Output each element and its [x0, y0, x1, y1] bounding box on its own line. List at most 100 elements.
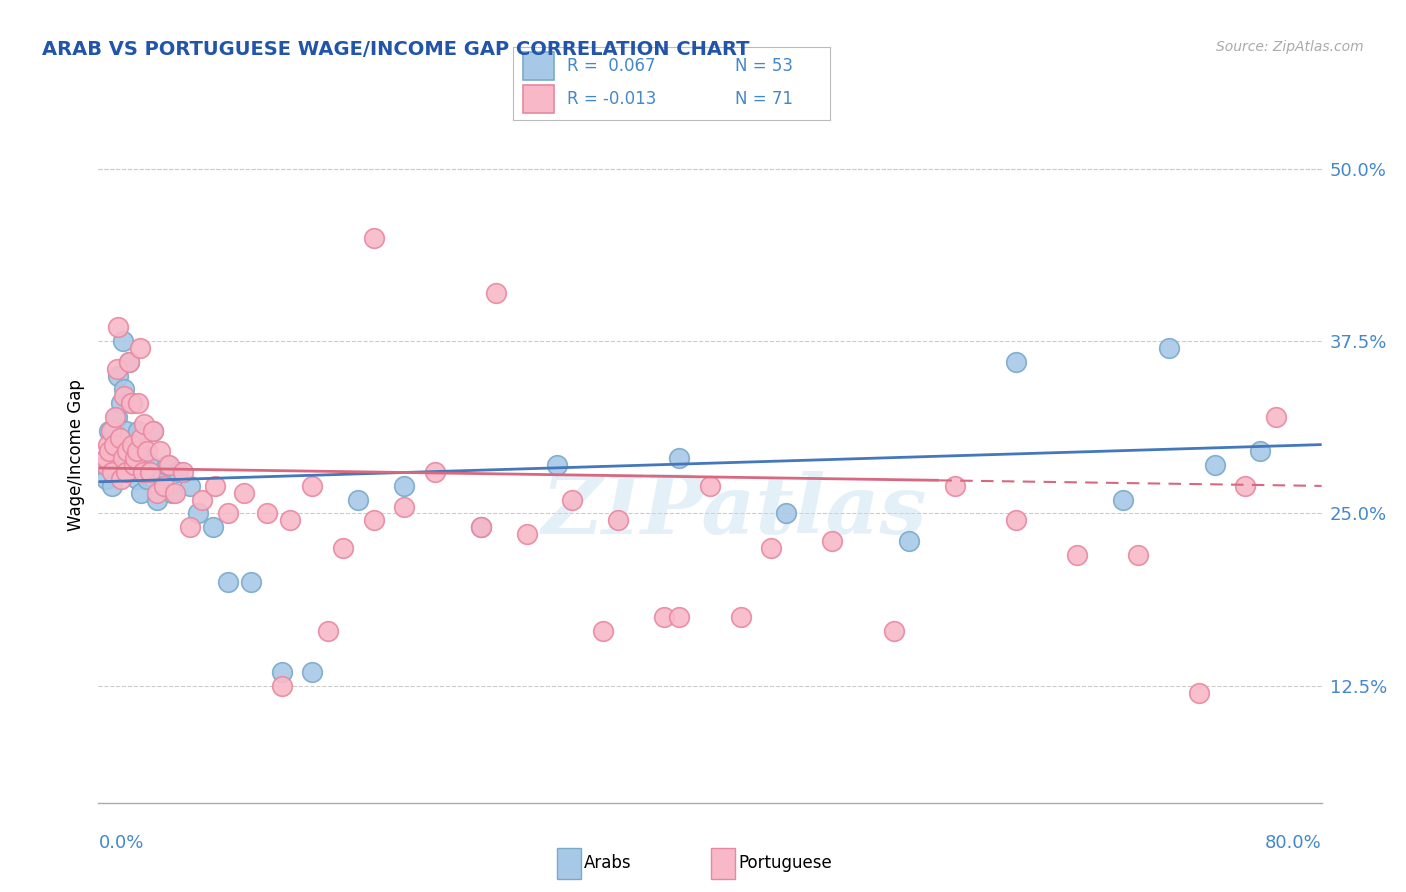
Point: [134, 451, 156, 466]
Point: [117, 444, 139, 458]
Point: [897, 534, 920, 549]
Text: ARAB VS PORTUGUESE WAGE/INCOME GAP CORRELATION CHART: ARAB VS PORTUGUESE WAGE/INCOME GAP CORRE…: [42, 40, 749, 59]
Point: [132, 465, 155, 479]
Point: [120, 444, 142, 458]
Point: [191, 492, 214, 507]
Point: [1188, 685, 1211, 699]
Point: [160, 485, 183, 500]
Point: [100, 424, 122, 438]
Point: [592, 624, 614, 638]
Point: [105, 410, 128, 425]
Text: Arabs: Arabs: [583, 855, 631, 872]
Point: [270, 665, 292, 679]
Point: [127, 396, 149, 410]
Point: [110, 444, 132, 458]
Point: [118, 355, 141, 369]
Text: ZIPatlas: ZIPatlas: [541, 471, 927, 550]
Point: [108, 465, 131, 479]
Point: [775, 507, 797, 521]
Point: [122, 458, 145, 473]
Point: [172, 465, 194, 479]
Point: [301, 479, 323, 493]
Point: [152, 472, 174, 486]
Point: [98, 424, 121, 438]
Point: [392, 500, 416, 514]
Point: [1066, 548, 1088, 562]
Point: [607, 513, 630, 527]
Point: [204, 479, 226, 493]
Point: [127, 424, 149, 438]
Point: [129, 431, 152, 445]
Point: [94, 458, 117, 473]
Point: [107, 320, 129, 334]
Point: [1234, 479, 1257, 493]
Point: [120, 396, 142, 410]
Text: Source: ZipAtlas.com: Source: ZipAtlas.com: [1216, 40, 1364, 54]
Point: [108, 431, 131, 445]
Point: [347, 492, 370, 507]
Point: [112, 383, 135, 397]
Point: [240, 575, 263, 590]
Point: [699, 479, 721, 493]
Text: R =  0.067: R = 0.067: [567, 57, 655, 75]
Point: [142, 424, 165, 438]
Point: [652, 609, 675, 624]
Point: [103, 437, 125, 451]
Point: [301, 665, 323, 679]
Point: [470, 520, 492, 534]
Point: [111, 334, 134, 349]
Point: [112, 389, 135, 403]
Point: [516, 527, 538, 541]
Point: [821, 534, 844, 549]
Point: [136, 444, 159, 458]
Point: [111, 451, 134, 466]
Point: [156, 458, 179, 473]
Point: [256, 507, 278, 521]
Point: [232, 485, 254, 500]
Point: [202, 520, 225, 534]
Point: [759, 541, 782, 555]
Point: [179, 479, 201, 493]
Point: [187, 507, 209, 521]
Point: [149, 444, 172, 458]
Point: [157, 458, 180, 473]
Point: [100, 444, 122, 458]
Point: [217, 575, 239, 590]
Point: [1004, 355, 1026, 369]
Text: 0.0%: 0.0%: [98, 834, 143, 852]
Point: [94, 458, 117, 473]
Point: [128, 341, 150, 355]
Point: [97, 437, 120, 451]
Point: [217, 507, 239, 521]
Point: [98, 444, 121, 458]
Point: [546, 458, 568, 473]
Y-axis label: Wage/Income Gap: Wage/Income Gap: [66, 379, 84, 531]
Point: [363, 513, 385, 527]
Text: N = 53: N = 53: [734, 57, 793, 75]
Point: [103, 458, 125, 473]
Point: [125, 444, 148, 458]
FancyBboxPatch shape: [523, 53, 554, 80]
Point: [730, 609, 752, 624]
Point: [145, 492, 167, 507]
Point: [1204, 458, 1226, 473]
Point: [115, 465, 138, 479]
Point: [943, 479, 966, 493]
Point: [316, 624, 339, 638]
Point: [121, 396, 143, 410]
Point: [163, 485, 186, 500]
Point: [101, 479, 124, 493]
Point: [129, 485, 152, 500]
Point: [278, 513, 301, 527]
Point: [110, 396, 132, 410]
Point: [139, 465, 162, 479]
Point: [1004, 513, 1026, 527]
Point: [121, 437, 143, 451]
Point: [167, 465, 190, 479]
Point: [105, 361, 128, 376]
Point: [153, 479, 176, 493]
Point: [1128, 548, 1150, 562]
Point: [103, 424, 125, 438]
Point: [423, 465, 446, 479]
FancyBboxPatch shape: [523, 86, 554, 113]
